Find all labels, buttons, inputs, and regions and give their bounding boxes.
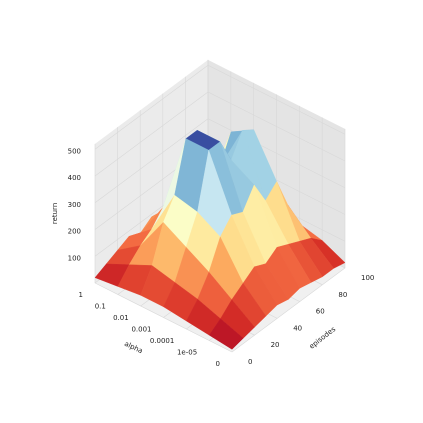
grid-line	[94, 143, 233, 353]
x-tick-label: 0.1	[95, 303, 106, 311]
z-axis-label: return	[51, 203, 59, 224]
x-tick-label: 0.001	[131, 326, 151, 334]
surface-patch	[208, 318, 244, 350]
x-tick-label: 0.01	[113, 314, 129, 322]
x-tick-label: 0.0001	[150, 337, 175, 345]
z-tick-label: 200	[68, 228, 81, 236]
y-tick-label: 0	[248, 358, 252, 366]
z-tick-label: 500	[68, 147, 81, 155]
x-axis-label: alpha	[123, 340, 144, 355]
y-tick-label: 20	[271, 341, 280, 349]
y-tick-label: 80	[338, 291, 347, 299]
z-tick-label: 400	[68, 174, 81, 182]
pane-left	[95, 59, 208, 284]
y-tick-label: 100	[361, 274, 374, 282]
x-tick-label: 1	[79, 291, 83, 299]
z-tick-label: 300	[68, 201, 81, 209]
x-tick-label: 1e-05	[177, 349, 197, 357]
y-tick-label: 60	[316, 308, 325, 316]
y-tick-label: 40	[293, 324, 302, 332]
z-tick-label: 100	[68, 254, 81, 262]
x-tick-label: 0	[216, 360, 220, 368]
y-axis-label: episodes	[308, 325, 338, 351]
